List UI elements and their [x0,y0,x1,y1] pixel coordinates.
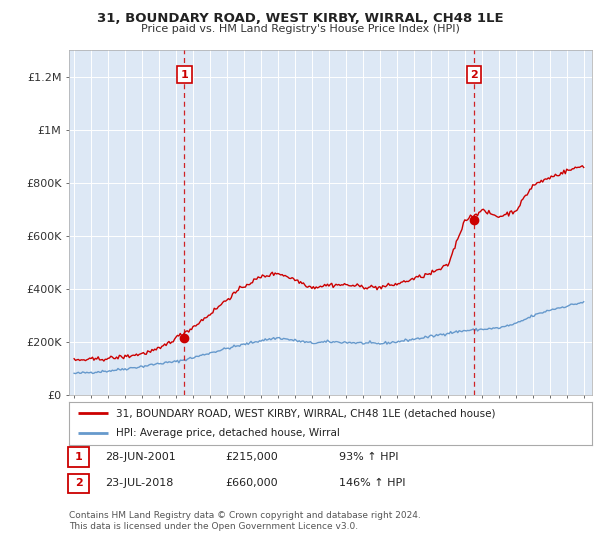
Text: 1: 1 [181,69,188,80]
Text: 31, BOUNDARY ROAD, WEST KIRBY, WIRRAL, CH48 1LE: 31, BOUNDARY ROAD, WEST KIRBY, WIRRAL, C… [97,12,503,25]
Text: 31, BOUNDARY ROAD, WEST KIRBY, WIRRAL, CH48 1LE (detached house): 31, BOUNDARY ROAD, WEST KIRBY, WIRRAL, C… [116,408,496,418]
Text: Contains HM Land Registry data © Crown copyright and database right 2024.
This d: Contains HM Land Registry data © Crown c… [69,511,421,531]
Text: 2: 2 [75,478,83,488]
Text: 146% ↑ HPI: 146% ↑ HPI [339,478,406,488]
Text: 23-JUL-2018: 23-JUL-2018 [105,478,173,488]
Text: 1: 1 [75,452,83,462]
Text: Price paid vs. HM Land Registry's House Price Index (HPI): Price paid vs. HM Land Registry's House … [140,24,460,34]
Text: HPI: Average price, detached house, Wirral: HPI: Average price, detached house, Wirr… [116,428,340,438]
Text: 93% ↑ HPI: 93% ↑ HPI [339,452,398,462]
Text: £660,000: £660,000 [225,478,278,488]
Text: £215,000: £215,000 [225,452,278,462]
Text: 28-JUN-2001: 28-JUN-2001 [105,452,176,462]
Text: 2: 2 [470,69,478,80]
